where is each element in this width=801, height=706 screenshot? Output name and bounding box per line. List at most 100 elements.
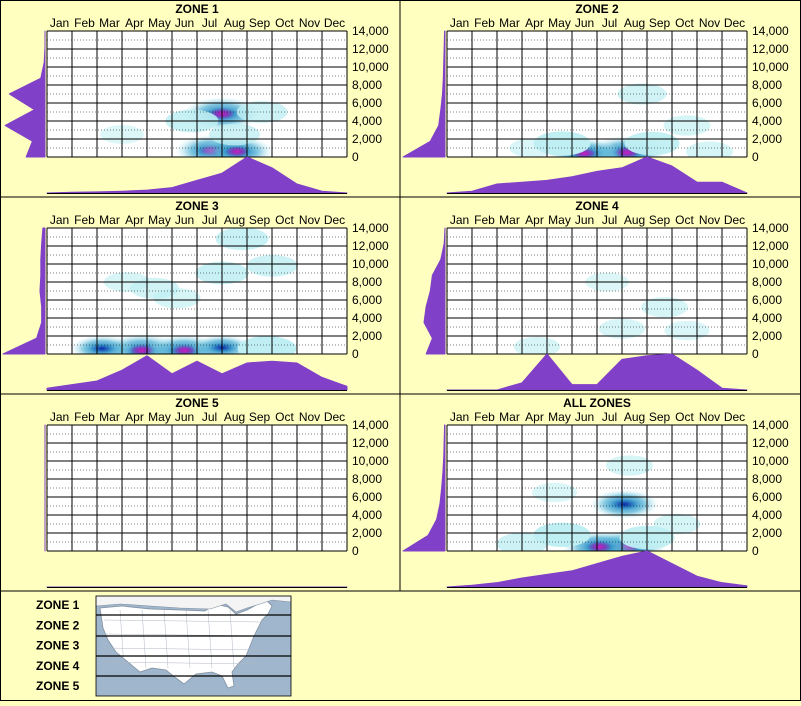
elevation-tick: 2,000 [352, 526, 382, 540]
elevation-tick: 8,000 [352, 472, 382, 486]
panel-1: ZONE 1 Jan Feb Mar Apr May Jun Jul Aug Sep Oct Nov D… [4, 2, 389, 194]
map-state-line [185, 609, 191, 669]
month-tick: Oct [275, 410, 294, 424]
panel-title: ZONE 3 [175, 199, 219, 213]
month-tick: May [148, 16, 171, 30]
heat-spot [236, 101, 288, 123]
elevation-tick: 0 [752, 347, 759, 361]
month-tick: Feb [474, 213, 495, 227]
month-tick: Dec [724, 213, 745, 227]
elevation-tick: 2,000 [352, 329, 382, 343]
month-tick: Apr [125, 16, 144, 30]
month-tick: Aug [624, 16, 645, 30]
map-state-line [229, 609, 235, 669]
panel-title: ALL ZONES [563, 396, 631, 410]
map-state-line [119, 609, 125, 669]
month-tick: Jul [602, 213, 617, 227]
grid-lines [446, 424, 748, 552]
month-tick: Sep [249, 16, 271, 30]
legend-zone-label: ZONE 4 [36, 659, 80, 673]
month-tick: Aug [224, 410, 245, 424]
month-tick: Dec [324, 213, 345, 227]
legend-zone-label: ZONE 1 [36, 598, 80, 612]
legend-zone-label: ZONE 5 [36, 679, 80, 693]
elevation-tick: 6,000 [352, 293, 382, 307]
month-tick: Mar [499, 410, 520, 424]
map-state-line [103, 661, 263, 665]
elevation-tick: 12,000 [752, 436, 789, 450]
elevation-tick: 4,000 [352, 311, 382, 325]
heat-spot [513, 336, 561, 354]
month-tick: Oct [275, 213, 294, 227]
month-tick: Apr [525, 16, 544, 30]
elevation-tick: 12,000 [352, 42, 389, 56]
map-state-line [207, 609, 213, 669]
month-tick: Dec [324, 16, 345, 30]
elevation-tick: 4,000 [352, 114, 382, 128]
month-tick: May [148, 213, 171, 227]
heat-spot [509, 138, 555, 157]
month-tick: Jan [450, 213, 469, 227]
month-tick: Feb [74, 16, 95, 30]
elevation-tick: 14,000 [752, 24, 789, 38]
elevation-tick: 6,000 [752, 293, 782, 307]
elevation-tick: 10,000 [752, 60, 789, 74]
elevation-tick: 8,000 [352, 275, 382, 289]
month-tick: Nov [299, 16, 320, 30]
month-tick: Sep [649, 213, 671, 227]
month-tick: Jul [202, 16, 217, 30]
month-tick: May [548, 410, 571, 424]
elevation-tick: 10,000 [352, 454, 389, 468]
month-tick: Sep [649, 16, 671, 30]
month-tick: Sep [249, 213, 271, 227]
month-tick: Oct [275, 16, 294, 30]
month-tick: Jan [450, 410, 469, 424]
elevation-tick: 14,000 [352, 418, 389, 432]
legend-zone-label: ZONE 2 [36, 618, 80, 632]
elevation-tick: 2,000 [752, 526, 782, 540]
elevation-tick: 12,000 [752, 239, 789, 253]
elevation-tick: 0 [352, 150, 359, 164]
month-tick: Oct [675, 410, 694, 424]
elevation-tick: 4,000 [752, 311, 782, 325]
month-tick: Dec [724, 410, 745, 424]
heat-spot [153, 288, 201, 309]
panel-title: ZONE 5 [175, 396, 219, 410]
heat-spot [685, 141, 734, 157]
month-tick: Aug [624, 213, 645, 227]
panel-title: ZONE 2 [575, 2, 619, 16]
heat-clip-group [509, 83, 734, 157]
month-tick: Feb [74, 213, 95, 227]
heat-spot [640, 297, 689, 318]
legend-zone-label: ZONE 3 [36, 639, 80, 653]
heat-spot-peak [172, 344, 197, 354]
month-profile [446, 156, 748, 194]
month-tick: Apr [125, 410, 144, 424]
panel-title: ZONE 1 [175, 2, 219, 16]
heat-spot [663, 115, 711, 136]
heat-spot [653, 513, 701, 535]
heat-spot [533, 522, 591, 547]
month-profile [446, 353, 748, 391]
panel-2: ZONE 2 Jan Feb Mar Apr May Jun Jul Aug Sep Oct Nov D… [402, 2, 789, 194]
elevation-tick: 12,000 [752, 42, 789, 56]
elevation-tick: 12,000 [352, 239, 389, 253]
month-tick: May [148, 410, 171, 424]
month-tick: Jan [50, 410, 69, 424]
elevation-tick: 2,000 [752, 329, 782, 343]
heat-spot [209, 123, 260, 146]
month-tick: Oct [675, 16, 694, 30]
zone-legend: ZONE 1 ZONE 2 ZONE 3 ZONE 4 ZONE 5 [36, 595, 292, 697]
month-tick: Jul [602, 16, 617, 30]
month-tick: Jul [202, 410, 217, 424]
us-map [95, 595, 292, 697]
heat-spot-peak [587, 541, 612, 551]
elevation-tick: 8,000 [752, 275, 782, 289]
elevation-tick: 6,000 [752, 490, 782, 504]
month-tick: Mar [499, 16, 520, 30]
month-tick: Jun [175, 410, 194, 424]
month-tick: Mar [99, 410, 120, 424]
elevation-tick: 2,000 [752, 132, 782, 146]
elevation-tick: 10,000 [752, 257, 789, 271]
